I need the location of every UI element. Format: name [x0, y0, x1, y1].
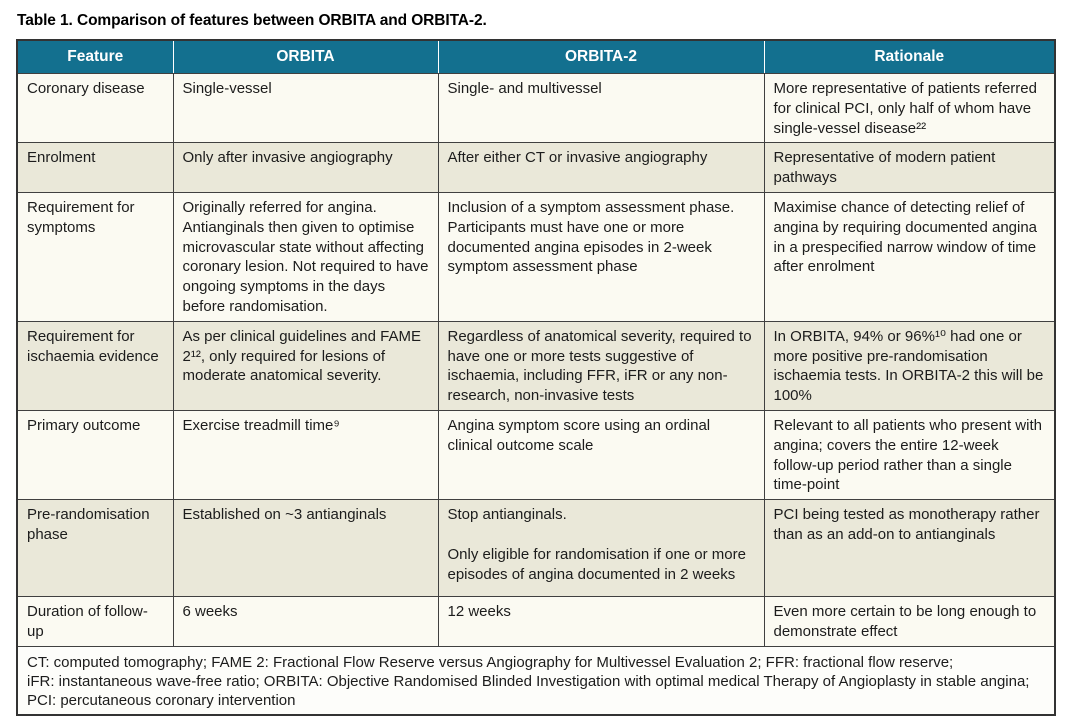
- table-row-requirement-symptoms: Requirement for symptoms Originally refe…: [16, 191, 1056, 322]
- cell-rationale: More representative of patients referred…: [763, 72, 1056, 144]
- cell-orbita: Single-vessel: [172, 72, 439, 144]
- cell-orbita-2: After either CT or invasive angiography: [437, 142, 765, 193]
- footnote-line: iFR: instantaneous wave-free ratio; ORBI…: [27, 672, 1030, 690]
- cell-feature: Coronary disease: [16, 72, 174, 144]
- table-row-enrolment: Enrolment Only after invasive angiograph…: [16, 142, 1056, 193]
- cell-orbita-2: Inclusion of a symptom assessment phase.…: [437, 191, 765, 322]
- header-orbita: ORBITA: [172, 39, 439, 74]
- cell-feature: Duration of follow-up: [16, 596, 174, 647]
- footnote: CT: computed tomography; FAME 2: Fractio…: [16, 645, 1056, 716]
- cell-feature: Pre-randomisation phase: [16, 499, 174, 598]
- header-row: Feature ORBITA ORBITA-2 Rationale: [16, 39, 1056, 74]
- cell-orbita: Exercise treadmill time⁹: [172, 409, 439, 501]
- table-row-primary-outcome: Primary outcome Exercise treadmill time⁹…: [16, 409, 1056, 501]
- header-orbita-2: ORBITA-2: [437, 39, 765, 74]
- cell-orbita: Established on ~3 antianginals: [172, 499, 439, 598]
- cell-feature: Requirement for symptoms: [16, 191, 174, 322]
- cell-feature: Primary outcome: [16, 409, 174, 501]
- comparison-table: Feature ORBITA ORBITA-2 Rationale Corona…: [16, 39, 1056, 716]
- footnote-row: CT: computed tomography; FAME 2: Fractio…: [16, 645, 1056, 716]
- cell-orbita: Originally referred for angina. Antiangi…: [172, 191, 439, 322]
- cell-orbita: 6 weeks: [172, 596, 439, 647]
- cell-orbita: As per clinical guidelines and FAME 2¹²,…: [172, 320, 439, 411]
- cell-rationale: Even more certain to be long enough to d…: [763, 596, 1056, 647]
- cell-feature: Enrolment: [16, 142, 174, 193]
- cell-orbita-2: Angina symptom score using an ordinal cl…: [437, 409, 765, 501]
- table-body: Coronary disease Single-vessel Single- a…: [16, 72, 1056, 716]
- table-row-duration-follow-up: Duration of follow-up 6 weeks 12 weeks E…: [16, 596, 1056, 647]
- table-row-pre-randomisation: Pre-randomisation phase Established on ~…: [16, 499, 1056, 598]
- cell-rationale: Relevant to all patients who present wit…: [763, 409, 1056, 501]
- footnote-line: PCI: percutaneous coronary intervention: [27, 691, 296, 709]
- cell-rationale: Maximise chance of detecting relief of a…: [763, 191, 1056, 322]
- footnote-line: CT: computed tomography; FAME 2: Fractio…: [27, 653, 954, 671]
- table-row-requirement-ischaemia: Requirement for ischaemia evidence As pe…: [16, 320, 1056, 411]
- cell-rationale: PCI being tested as monotherapy rather t…: [763, 499, 1056, 598]
- cell-rationale: In ORBITA, 94% or 96%¹⁰ had one or more …: [763, 320, 1056, 411]
- table-row-coronary-disease: Coronary disease Single-vessel Single- a…: [16, 72, 1056, 144]
- cell-orbita: Only after invasive angiography: [172, 142, 439, 193]
- header-feature: Feature: [16, 39, 174, 74]
- header-rationale: Rationale: [763, 39, 1056, 74]
- cell-orbita-2: Stop antianginals. Only eligible for ran…: [437, 499, 765, 598]
- table-header: Feature ORBITA ORBITA-2 Rationale: [16, 39, 1056, 74]
- cell-rationale: Representative of modern patient pathway…: [763, 142, 1056, 193]
- table-title: Table 1. Comparison of features between …: [17, 12, 487, 29]
- cell-orbita-2: Regardless of anatomical severity, requi…: [437, 320, 765, 411]
- cell-orbita-2: Single- and multivessel: [437, 72, 765, 144]
- cell-feature: Requirement for ischaemia evidence: [16, 320, 174, 411]
- cell-orbita-2: 12 weeks: [437, 596, 765, 647]
